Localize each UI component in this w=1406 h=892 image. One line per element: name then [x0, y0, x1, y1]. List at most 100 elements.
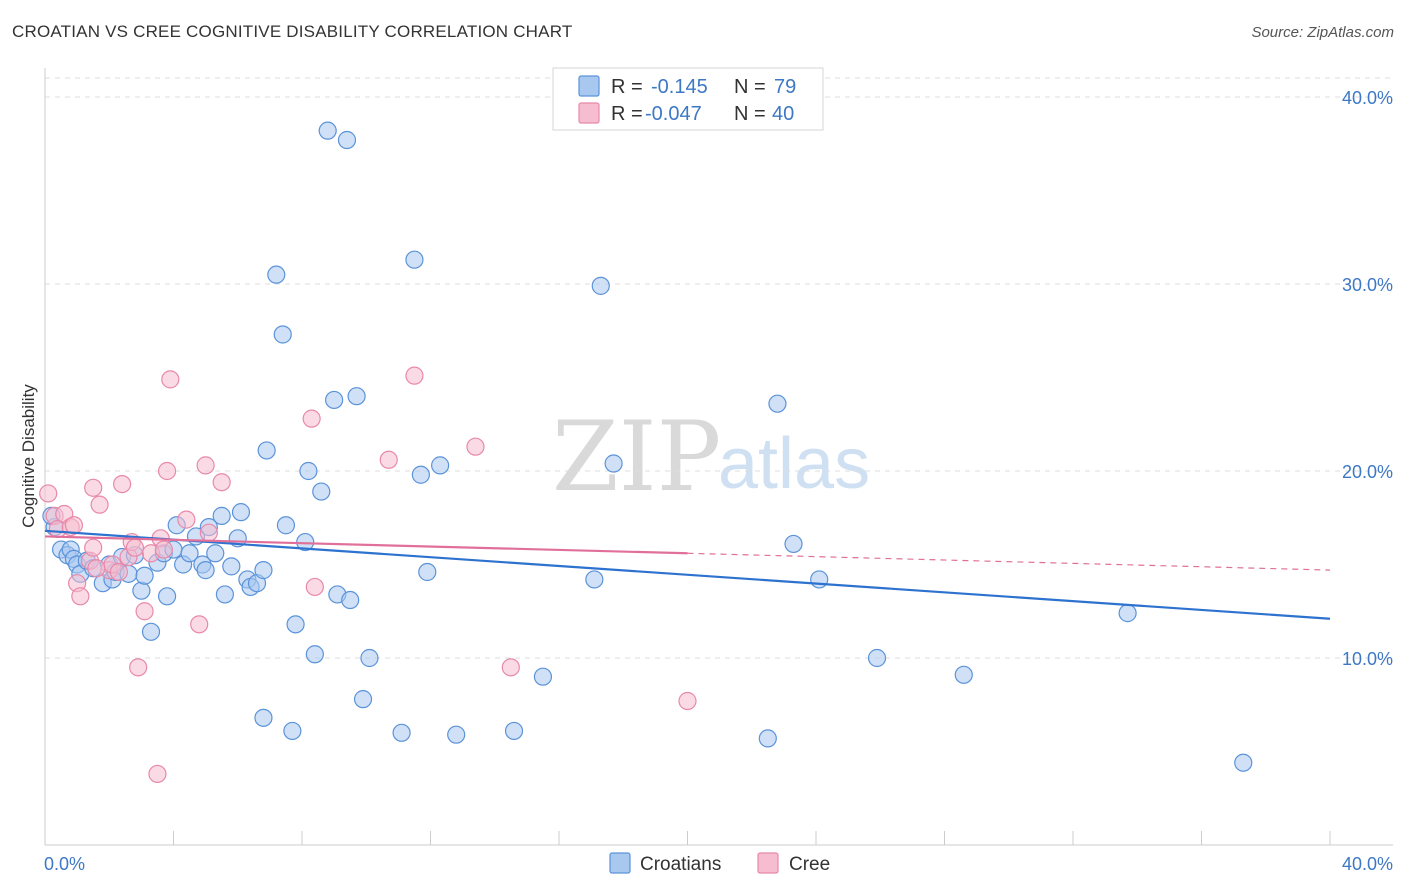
- croatians-point: [180, 544, 199, 563]
- croatians-point: [1234, 753, 1253, 772]
- y-tick-label: 30.0%: [1342, 275, 1393, 295]
- cree-point: [212, 473, 231, 492]
- croatians-point: [533, 667, 553, 686]
- croatians-point: [1118, 604, 1137, 623]
- cree-point: [678, 691, 697, 711]
- croatians-point: [254, 708, 273, 727]
- croatians-point: [283, 721, 302, 741]
- cree-point: [154, 540, 173, 559]
- cree-point: [305, 577, 324, 597]
- croatians-point: [360, 648, 379, 668]
- croatians-point: [768, 394, 787, 413]
- cree-point: [177, 510, 196, 529]
- croatians-point: [405, 250, 424, 269]
- cree-point: [129, 658, 148, 677]
- cree-point: [84, 538, 103, 557]
- legend-n-value-cree: 40: [772, 103, 794, 125]
- croatians-point: [810, 570, 829, 589]
- legend-box: R = -0.145 N = 79 R = -0.047 N = 40: [552, 67, 824, 131]
- croatians-point: [231, 503, 251, 522]
- croatians-point: [141, 622, 161, 641]
- cree-point: [109, 562, 128, 582]
- legend-r-value-croatians: -0.145: [651, 76, 708, 98]
- croatians-point: [132, 581, 151, 600]
- croatians-point: [257, 441, 276, 460]
- cree-point: [90, 495, 109, 514]
- croatians-point: [267, 265, 286, 284]
- croatians-point: [392, 723, 411, 742]
- legend-swatch-cree: [578, 102, 600, 124]
- croatians-point: [431, 456, 450, 475]
- croatians-point: [347, 387, 366, 406]
- cree-point: [112, 474, 132, 494]
- croatians-point: [758, 729, 777, 748]
- cree-point: [190, 615, 209, 634]
- croatians-point: [215, 585, 234, 604]
- bottom-legend-swatch-croatians: [609, 852, 631, 874]
- croatians-point: [299, 461, 318, 481]
- cree-point: [87, 559, 106, 578]
- legend-n-label-cree: N =: [734, 103, 766, 125]
- cree-point: [199, 523, 218, 542]
- croatians-point: [273, 325, 292, 344]
- cree-point: [71, 587, 90, 606]
- croatians-point: [206, 544, 225, 563]
- croatians-point: [196, 561, 215, 580]
- legend-n-value-croatians: 79: [774, 76, 796, 98]
- watermark-zip: ZIP: [552, 401, 721, 513]
- croatians-point: [254, 561, 273, 580]
- cree-point: [405, 366, 424, 385]
- legend-r-label-cree: R =: [611, 103, 643, 125]
- croatians-point: [591, 276, 610, 295]
- bottom-legend-cree: Cree: [789, 854, 830, 875]
- cree-point: [161, 370, 180, 389]
- bottom-legend-swatch-cree: [757, 852, 779, 874]
- cree-point: [135, 602, 154, 621]
- legend-r-label-croatians: R =: [611, 76, 643, 98]
- trend-lines: [44, 529, 1331, 620]
- croatians-point: [504, 721, 524, 741]
- croatians-point: [318, 121, 337, 140]
- croatians-point: [954, 665, 973, 684]
- cree-point: [466, 437, 485, 456]
- croatians-point: [418, 562, 437, 582]
- croatians-point: [325, 390, 344, 410]
- chart-title: CROATIAN VS CREE COGNITIVE DISABILITY CO…: [12, 22, 573, 41]
- croatians-point: [604, 454, 623, 473]
- legend-n-label-croatians: N =: [734, 76, 766, 98]
- tick-labels: 10.0% 20.0% 30.0% 40.0% 0.0% 40.0%: [44, 88, 1393, 874]
- cree-point: [39, 484, 58, 503]
- watermark-atlas: atlas: [718, 424, 870, 504]
- y-tick-label: 40.0%: [1342, 88, 1393, 108]
- y-tick-label: 10.0%: [1342, 649, 1393, 669]
- trendline-cree-extension: [687, 552, 1331, 571]
- cree-point: [501, 658, 520, 677]
- bottom-legend-croatians: Croatians: [640, 854, 721, 875]
- bottom-legend: Croatians Cree: [609, 852, 830, 875]
- croatians-point: [784, 534, 803, 554]
- cree-point: [64, 516, 84, 535]
- chart-source: Source: ZipAtlas.com: [1251, 24, 1394, 41]
- cree-point: [157, 461, 177, 481]
- croatians-point: [447, 725, 466, 744]
- legend-r-value-cree: -0.047: [645, 103, 702, 125]
- croatians-point: [411, 465, 430, 484]
- croatians-point: [157, 587, 177, 606]
- croatians-point: [305, 645, 324, 664]
- croatians-point: [222, 557, 241, 576]
- croatians-point: [212, 506, 231, 525]
- cree-point: [84, 478, 103, 497]
- cree-point: [148, 764, 167, 784]
- croatians-point: [135, 566, 154, 585]
- x-tick-label: 0.0%: [44, 854, 85, 874]
- y-axis-label: Cognitive Disability: [19, 384, 38, 528]
- cree-point: [302, 409, 321, 428]
- croatians-point: [341, 590, 360, 610]
- croatians-point: [337, 130, 357, 150]
- legend-swatch-croatians: [578, 75, 600, 97]
- croatians-point: [312, 482, 331, 501]
- croatians-point: [353, 690, 373, 709]
- cree-point: [125, 538, 145, 557]
- y-tick-label: 20.0%: [1342, 462, 1393, 482]
